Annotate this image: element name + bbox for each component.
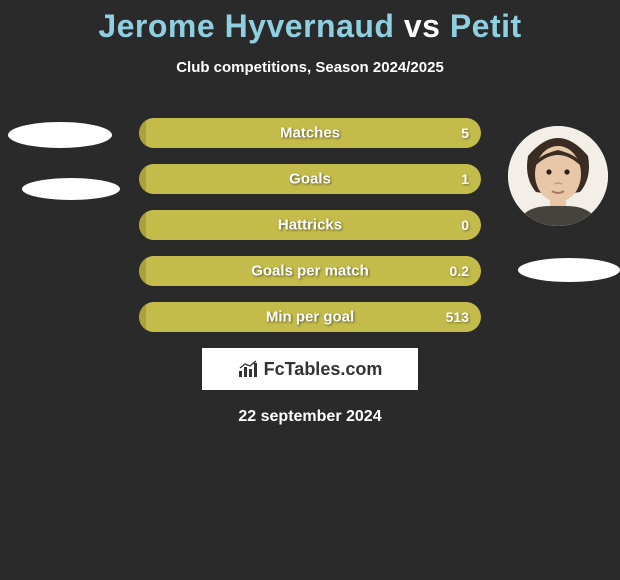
- page-title: Jerome Hyvernaud vs Petit: [0, 8, 620, 45]
- bar-value-right: 0.2: [450, 263, 469, 279]
- stat-bars: Matches 5 Goals 1 Hattricks 0 Goals per match 0…: [139, 118, 481, 332]
- bar-value-right: 5: [461, 125, 469, 141]
- date-line: 22 september 2024: [0, 408, 620, 426]
- title-player1: Jerome Hyvernaud: [98, 8, 394, 44]
- bar-left-fill: [139, 302, 146, 332]
- bar-left-fill: [139, 118, 146, 148]
- bar-left-fill: [139, 164, 146, 194]
- bar-left-fill: [139, 256, 146, 286]
- bar-label: Goals: [289, 171, 331, 188]
- stat-bar: Goals per match 0.2: [139, 256, 481, 286]
- logo: FcTables.com: [238, 359, 383, 380]
- bar-label: Matches: [280, 125, 340, 142]
- stats-area: Matches 5 Goals 1 Hattricks 0 Goals per match 0…: [0, 118, 620, 332]
- avatar-icon: [508, 126, 608, 226]
- bar-value-right: 0: [461, 217, 469, 233]
- logo-text: FcTables.com: [264, 359, 383, 380]
- stat-bar: Goals 1: [139, 164, 481, 194]
- bar-label: Goals per match: [251, 263, 369, 280]
- chart-icon: [238, 360, 260, 378]
- title-player2: Petit: [450, 8, 522, 44]
- logo-box: FcTables.com: [202, 348, 418, 390]
- bar-left-fill: [139, 210, 146, 240]
- stat-bar: Min per goal 513: [139, 302, 481, 332]
- stat-bar: Matches 5: [139, 118, 481, 148]
- bar-value-right: 513: [446, 309, 469, 325]
- right-placeholder: [518, 258, 620, 282]
- bar-label: Hattricks: [278, 217, 342, 234]
- right-player-avatar: [508, 126, 608, 226]
- bar-label: Min per goal: [266, 309, 354, 326]
- subtitle: Club competitions, Season 2024/2025: [0, 59, 620, 76]
- left-placeholder-1: [8, 122, 112, 148]
- comparison-infographic: Jerome Hyvernaud vs Petit Club competiti…: [0, 0, 620, 426]
- left-placeholder-2: [22, 178, 120, 200]
- title-vs: vs: [404, 8, 441, 44]
- stat-bar: Hattricks 0: [139, 210, 481, 240]
- bar-value-right: 1: [461, 171, 469, 187]
